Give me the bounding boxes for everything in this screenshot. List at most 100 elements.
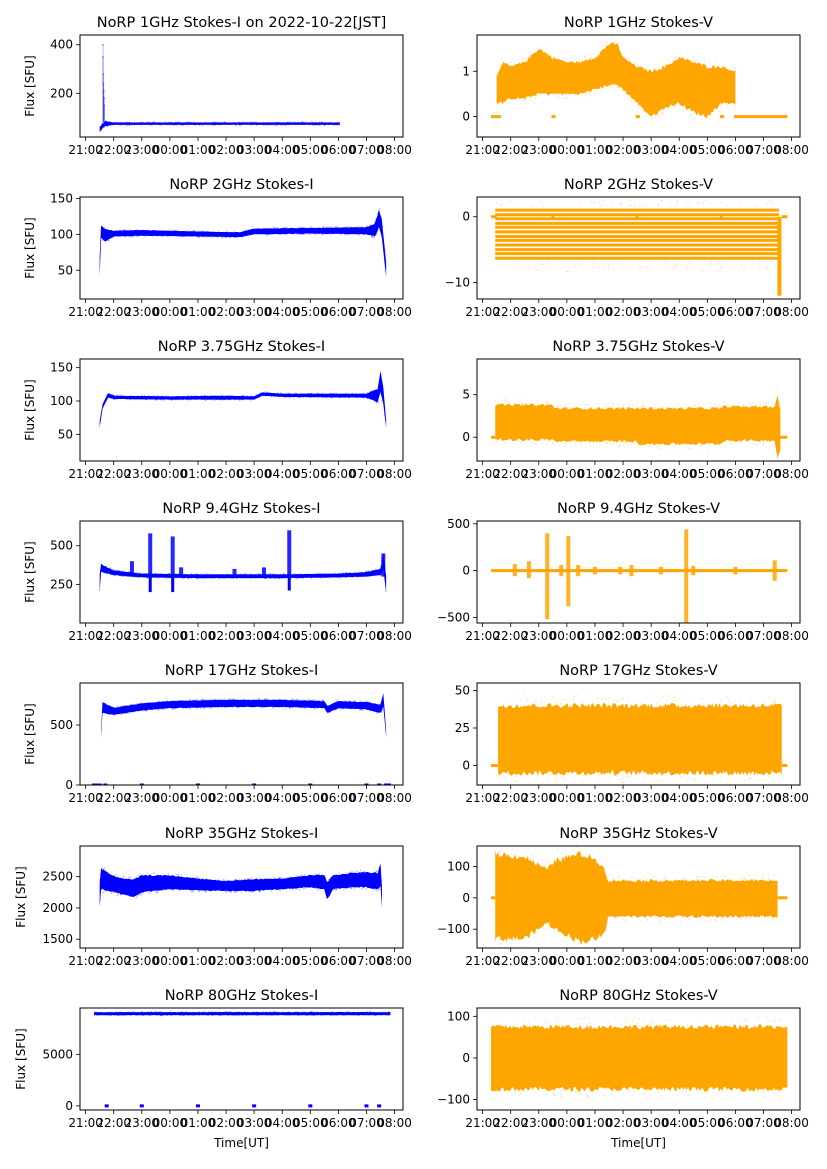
data-point	[318, 226, 320, 229]
plot-area	[99, 207, 387, 278]
y-tick-label: −500	[437, 610, 470, 624]
data-point	[227, 394, 229, 397]
data-point	[123, 229, 126, 231]
data-point	[749, 777, 751, 780]
x-tick-label: 23:00	[124, 143, 159, 157]
data-point	[347, 392, 350, 394]
data-point	[540, 702, 543, 705]
data-point	[115, 874, 118, 876]
data-point	[543, 928, 545, 931]
data-point	[238, 399, 241, 401]
data-point	[298, 888, 301, 891]
data-point	[96, 1014, 98, 1017]
data-point	[169, 229, 172, 231]
data-point	[216, 698, 218, 700]
data-point	[278, 577, 280, 579]
data-point	[188, 399, 191, 401]
data-point	[615, 700, 618, 702]
data-point	[675, 1089, 678, 1092]
data-point	[148, 1014, 150, 1017]
data-point	[514, 1092, 516, 1094]
data-point	[326, 233, 328, 235]
data-point	[535, 442, 537, 445]
data-point	[543, 1021, 546, 1024]
data-point	[562, 940, 565, 943]
data-point	[762, 1096, 765, 1098]
data-point	[504, 399, 507, 401]
data-point	[131, 124, 134, 126]
data-point	[227, 880, 229, 882]
data-point	[643, 1093, 645, 1095]
data-point	[719, 103, 721, 106]
y-tick-label: 500	[447, 517, 470, 531]
data-point	[494, 399, 497, 402]
data-point	[177, 577, 180, 579]
y-tick-label: 500	[50, 539, 73, 553]
data-point	[234, 236, 236, 239]
data-point	[296, 1011, 299, 1013]
data-point	[664, 1019, 667, 1021]
data-point	[552, 1093, 554, 1095]
x-tick-label: 04:00	[265, 143, 300, 157]
subplot-3: 21:0022:0023:0000:0001:0002:0003:0004:00…	[23, 177, 412, 319]
data-point	[181, 708, 184, 710]
data-point	[661, 448, 663, 450]
data-point	[266, 698, 268, 700]
data-point	[724, 697, 726, 700]
data-point	[238, 1011, 240, 1013]
data-point	[238, 878, 240, 880]
data-point	[356, 1011, 359, 1013]
data-point	[524, 98, 527, 100]
data-point	[380, 566, 382, 568]
data-point	[720, 107, 723, 109]
data-point	[674, 103, 677, 106]
data-point	[351, 871, 354, 873]
data-point	[194, 124, 196, 126]
data-point	[156, 1014, 158, 1017]
x-tick-label: 08:00	[774, 305, 809, 319]
subplot-title: NoRP 17GHz Stokes-V	[559, 663, 717, 679]
data-point	[623, 780, 625, 783]
data-point	[701, 270, 704, 272]
data-point	[744, 876, 746, 878]
data-point	[514, 776, 516, 778]
data-point	[686, 267, 689, 269]
data-point	[251, 573, 253, 575]
data-point	[708, 201, 711, 204]
data-point	[136, 1014, 139, 1016]
data-point	[241, 395, 243, 397]
data-point	[120, 124, 122, 126]
data-point	[248, 877, 250, 880]
subplot-7: 21:0022:0023:0000:0001:0002:0003:0004:00…	[23, 501, 412, 643]
data-point	[257, 227, 259, 230]
x-tick-label: 01:00	[181, 467, 216, 481]
data-point	[314, 887, 316, 890]
data-point	[723, 444, 725, 446]
data-point	[755, 205, 757, 208]
data-point	[362, 709, 364, 711]
data-point	[109, 573, 112, 576]
data-point	[333, 392, 336, 394]
data-point	[533, 1090, 536, 1093]
data-point	[141, 1011, 143, 1013]
data-point	[252, 890, 254, 893]
data-point	[186, 707, 188, 710]
data-point	[528, 55, 530, 58]
data-point	[241, 230, 243, 233]
x-tick-label: 03:00	[634, 791, 669, 805]
x-tick-label: 04:00	[662, 1116, 697, 1130]
data-point	[120, 894, 122, 896]
data-point	[278, 1011, 280, 1013]
data-point	[210, 577, 213, 579]
data-point	[563, 97, 566, 100]
data-point	[719, 269, 721, 272]
data-point	[500, 204, 502, 206]
data-point	[347, 396, 350, 399]
data-point	[703, 115, 706, 117]
data-point	[548, 859, 550, 861]
data-point	[124, 1014, 126, 1017]
data-point	[617, 774, 620, 776]
data-point	[345, 233, 348, 236]
data-point	[339, 707, 342, 710]
data-point	[719, 1090, 721, 1093]
